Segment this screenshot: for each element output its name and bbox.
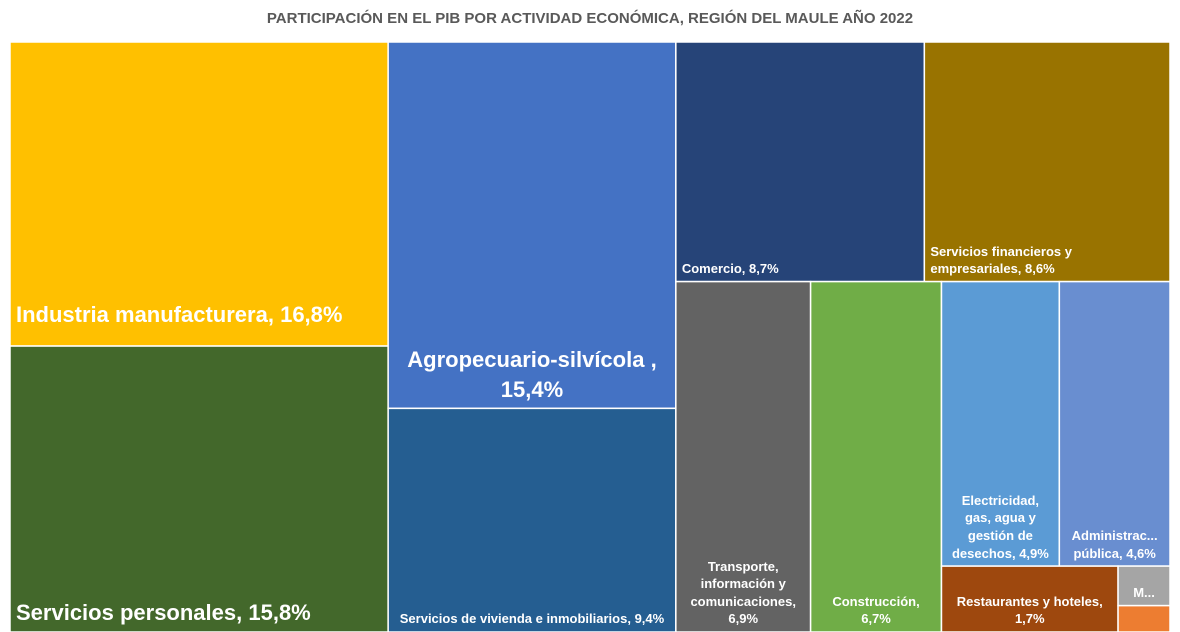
tile-label-text: Restaurantes y hoteles, 1,7% [947,593,1112,628]
tile-label: Servicios de vivienda e inmobiliarios, 9… [388,408,676,632]
treemap-tile [675,280,812,632]
tile-label-text: Servicios de vivienda e inmobiliarios, 9… [394,610,670,628]
value-label: 1,7% [1014,611,1045,627]
tile-label: Servicios financieros y empresariales, 8… [924,42,1170,282]
tile-label: Electricidad, gas, agua y gestión de des… [941,282,1059,567]
category-name: Electricidad, gas, agua y gestión de des… [951,492,1040,561]
category-name: Transporte, información y comunicaciones [690,558,793,609]
tile-label: Construcción, 6,7% [811,282,942,632]
value-label: 6,7% [861,611,891,627]
tile-label: Servicios personales, 15,8% [10,346,388,632]
treemap-tile [1058,280,1171,567]
value-label: 4,6% [1126,545,1156,561]
category-name: Agropecuario-silvícola [407,346,651,372]
tile-label-box: Construcción, 6,7% [811,282,942,632]
value-label: 15,4% [500,376,564,402]
value-label: 16,8% [280,302,343,328]
category-name: Servicios de vivienda e inmobiliarios [399,611,628,627]
tile-label-box: Servicios financieros y empresariales, 8… [924,42,1170,282]
category-name: Comercio [681,261,742,277]
tile-label-text: Comercio, 8,7% [682,260,919,278]
tile-label: Restaurantes y hoteles, 1,7% [941,566,1118,632]
label-separator: , [1017,261,1026,277]
category-name: Restaurantes y hoteles [956,593,1100,609]
tile-label-box: Administrac... pública, 4,6% [1059,282,1170,567]
chart-title: PARTICIPACIÓN EN EL PIB POR ACTIVIDAD EC… [267,9,913,27]
category-name: Administrac... pública [1071,528,1158,561]
label-separator: , [650,346,657,372]
tile-label-box: Restaurantes y hoteles, 1,7% [941,566,1118,632]
treemap-tile [675,41,926,283]
tile-label: M... [1118,566,1170,606]
label-separator: , [1118,545,1127,561]
category-name: Servicios financieros y empresariales [930,243,1072,277]
treemap-tile [1117,604,1171,632]
treemap-tile [1117,565,1171,607]
label-separator: , [267,302,281,328]
treemap-tile [9,345,389,632]
value-label: 9,4% [634,611,665,627]
treemap-tile [9,41,389,347]
tile-label-box: M... [1118,566,1170,606]
label-separator: , [1011,545,1020,561]
tile-label-box: Servicios personales, 15,8% [10,346,388,632]
tile-label-text: Construcción, 6,7% [817,593,936,628]
tile-label-text: Servicios financieros y empresariales, 8… [930,243,1164,278]
tile-label: Comercio, 8,7% [676,42,925,282]
label-separator: , [741,261,750,277]
tile-label-text: Agropecuario-silvícola , 15,4% [394,345,670,404]
treemap-tile [940,280,1061,567]
tile-label: Transporte, información y comunicaciones… [676,282,811,632]
treemap-tile [923,41,1171,283]
value-label: 6,9% [728,611,759,627]
tile-label-text: Servicios personales, 15,8% [16,598,382,628]
value-label: 4,9% [1019,545,1049,561]
tile-label-text: M... [1124,584,1164,602]
tile-label: Industria manufacturera, 16,8% [10,42,388,346]
treemap-tile [809,280,943,632]
tile-label-text: Transporte, información y comunicaciones… [682,558,805,628]
tile-label-text: Electricidad, gas, agua y gestión de des… [947,492,1053,562]
label-separator: , [627,611,635,627]
value-label: 8,6% [1025,261,1055,277]
category-name: Servicios personales [16,600,237,626]
tile-label-text: Industria manufacturera, 16,8% [16,300,382,330]
tile-label: Agropecuario-silvícola , 15,4% [388,42,676,408]
tile-label-box: Electricidad, gas, agua y gestión de des… [941,282,1059,567]
value-label: 8,7% [749,261,779,277]
category-name: Industria manufacturera [16,302,268,328]
category-name: Construcción [832,593,917,609]
label-separator: , [236,600,249,626]
tile-label-box: Comercio, 8,7% [676,42,925,282]
label-separator: , [792,593,796,609]
value-label: 15,8% [248,600,311,626]
category-name: M... [1133,585,1155,601]
treemap-tile [387,407,677,632]
tile-label: Administrac... pública, 4,6% [1059,282,1170,567]
tile-label-box: Transporte, información y comunicaciones… [676,282,811,632]
label-separator: , [916,593,920,609]
label-separator: , [1099,593,1103,609]
tile-label-box: Industria manufacturera, 16,8% [10,42,388,346]
tile-label-text: Administrac... pública, 4,6% [1065,527,1164,562]
tile-label-box: Servicios de vivienda e inmobiliarios, 9… [388,408,676,632]
tile-label-box: Agropecuario-silvícola , 15,4% [388,42,676,408]
